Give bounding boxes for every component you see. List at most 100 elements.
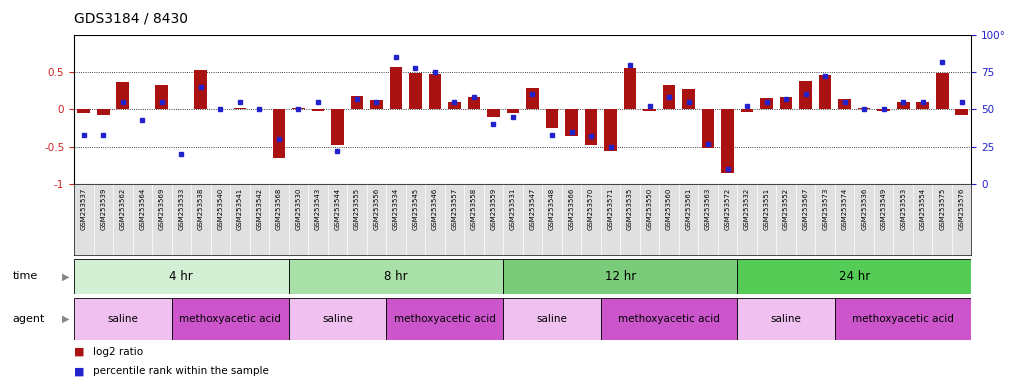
Bar (468, 98, 480, 109)
Bar (390, 67, 402, 109)
Bar (722, 109, 734, 173)
Text: GSM253551: GSM253551 (764, 188, 770, 230)
Bar (780, 98, 793, 109)
Bar (194, 70, 208, 109)
Bar (737, 259, 971, 294)
Bar (663, 86, 675, 109)
Text: 12 hr: 12 hr (604, 270, 636, 283)
Text: 24 hr: 24 hr (839, 270, 870, 283)
Bar (916, 102, 929, 109)
Text: GSM253553: GSM253553 (901, 188, 906, 230)
Bar (448, 102, 461, 109)
Text: 8 hr: 8 hr (384, 270, 408, 283)
Text: methoxyacetic acid: methoxyacetic acid (618, 314, 720, 324)
Bar (311, 109, 324, 111)
Text: percentile rank within the sample: percentile rank within the sample (93, 366, 268, 376)
Bar (624, 68, 636, 109)
Bar (585, 109, 597, 146)
Text: GSM253545: GSM253545 (412, 188, 418, 230)
Text: GSM253558: GSM253558 (471, 188, 477, 230)
Bar (741, 109, 754, 112)
Bar (526, 88, 539, 109)
Bar (155, 85, 169, 109)
Text: GSM253542: GSM253542 (256, 188, 262, 230)
Bar (565, 109, 578, 136)
Bar (644, 109, 656, 111)
Text: GSM253572: GSM253572 (725, 188, 731, 230)
Bar (507, 109, 519, 113)
Text: GSM253575: GSM253575 (940, 188, 945, 230)
Text: ■: ■ (74, 347, 84, 357)
Bar (737, 298, 835, 340)
Bar (387, 298, 504, 340)
Bar (800, 81, 812, 109)
Text: methoxyacetic acid: methoxyacetic acid (852, 314, 954, 324)
Text: GSM253568: GSM253568 (276, 188, 282, 230)
Text: GSM253560: GSM253560 (666, 188, 672, 230)
Text: GSM253571: GSM253571 (608, 188, 614, 230)
Bar (351, 96, 363, 109)
Text: GSM253549: GSM253549 (881, 188, 887, 230)
Text: GSM253537: GSM253537 (81, 188, 86, 230)
Text: ▶: ▶ (62, 314, 69, 324)
Text: saline: saline (107, 314, 138, 324)
Bar (955, 109, 968, 115)
Bar (818, 75, 832, 109)
Bar (838, 99, 851, 109)
Bar (761, 98, 773, 109)
Bar (604, 109, 617, 151)
Text: GSM253570: GSM253570 (588, 188, 594, 230)
Bar (683, 89, 695, 109)
Text: GSM253538: GSM253538 (197, 188, 204, 230)
Text: GSM253563: GSM253563 (705, 188, 711, 230)
Text: GSM253556: GSM253556 (373, 188, 379, 230)
Bar (370, 100, 382, 109)
Text: GSM253546: GSM253546 (432, 188, 438, 230)
Bar (702, 109, 714, 148)
Text: GSM253559: GSM253559 (490, 188, 497, 230)
Text: GSM253534: GSM253534 (393, 188, 399, 230)
Bar (429, 74, 441, 109)
Text: GSM253562: GSM253562 (120, 188, 125, 230)
Text: GSM253530: GSM253530 (295, 188, 301, 230)
Bar (935, 73, 949, 109)
Bar (896, 102, 910, 109)
Text: GSM253532: GSM253532 (744, 188, 750, 230)
Text: GSM253547: GSM253547 (529, 188, 536, 230)
Text: GSM253554: GSM253554 (920, 188, 925, 230)
Text: ▶: ▶ (62, 271, 69, 281)
Bar (172, 298, 289, 340)
Text: GSM253567: GSM253567 (803, 188, 809, 230)
Bar (233, 108, 246, 109)
Text: methoxyacetic acid: methoxyacetic acid (394, 314, 495, 324)
Text: GSM253566: GSM253566 (568, 188, 575, 230)
Bar (487, 109, 500, 117)
Bar (116, 82, 130, 109)
Bar (74, 298, 172, 340)
Text: 4 hr: 4 hr (170, 270, 193, 283)
Text: GSM253531: GSM253531 (510, 188, 516, 230)
Bar (289, 298, 387, 340)
Text: methoxyacetic acid: methoxyacetic acid (179, 314, 281, 324)
Bar (504, 259, 737, 294)
Bar (331, 109, 343, 146)
Bar (504, 298, 600, 340)
Text: GSM253544: GSM253544 (334, 188, 340, 230)
Bar (74, 259, 289, 294)
Text: GSM253569: GSM253569 (158, 188, 164, 230)
Bar (546, 109, 558, 128)
Text: GSM253541: GSM253541 (236, 188, 243, 230)
Text: GSM253555: GSM253555 (354, 188, 360, 230)
Text: agent: agent (12, 314, 44, 324)
Text: GSM253550: GSM253550 (647, 188, 653, 230)
Bar (835, 298, 971, 340)
Bar (857, 108, 871, 109)
Bar (600, 298, 737, 340)
Text: GSM253561: GSM253561 (686, 188, 692, 230)
Text: GSM253576: GSM253576 (959, 188, 964, 230)
Text: log2 ratio: log2 ratio (93, 347, 143, 357)
Text: GSM253548: GSM253548 (549, 188, 555, 230)
Text: GSM253536: GSM253536 (861, 188, 868, 230)
Text: GSM253552: GSM253552 (783, 188, 790, 230)
Text: GDS3184 / 8430: GDS3184 / 8430 (74, 12, 188, 25)
